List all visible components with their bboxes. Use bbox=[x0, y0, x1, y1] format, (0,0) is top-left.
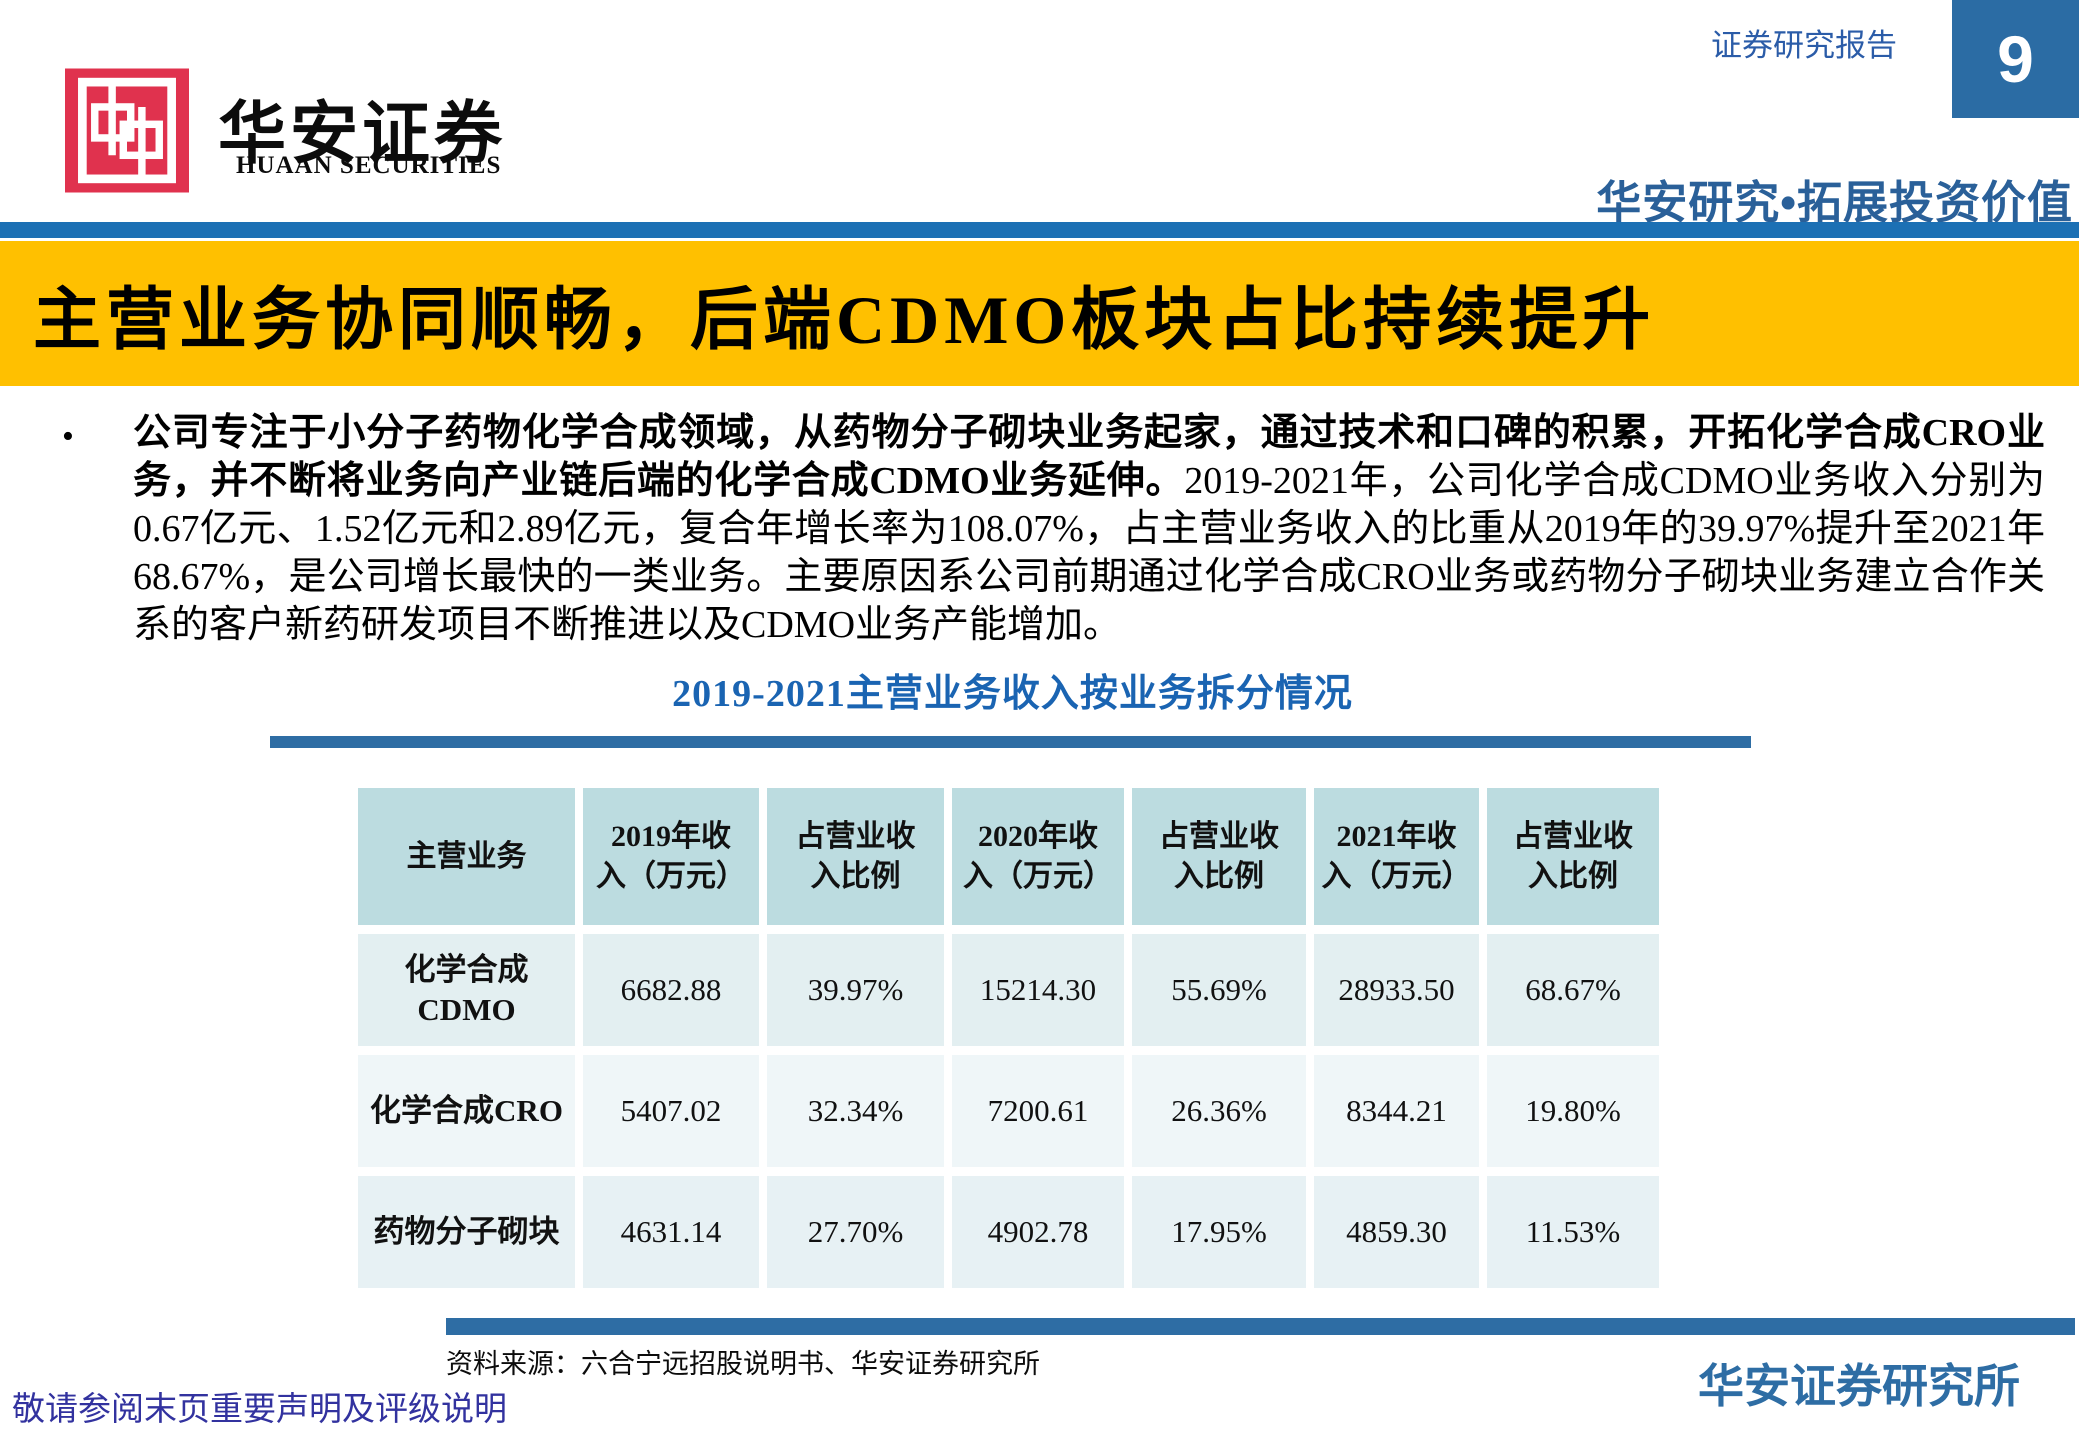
brand-slogan: 华安研究•拓展投资价值 bbox=[1596, 177, 2073, 228]
table-cell: 7200.61 bbox=[952, 1055, 1124, 1167]
table-title-rule bbox=[270, 736, 1751, 748]
table-cell: 17.95% bbox=[1132, 1176, 1306, 1288]
brand-name-english: HUAAN SECURITIES bbox=[236, 152, 502, 179]
column-header: 占营业收 入比例 bbox=[1487, 788, 1659, 925]
source-note: 资料来源：六合宁远招股说明书、华安证券研究所 bbox=[446, 1349, 1040, 1379]
footer-institute: 华安证券研究所 bbox=[1698, 1360, 2020, 1412]
column-header: 占营业收 入比例 bbox=[1132, 788, 1306, 925]
page-number: 9 bbox=[1997, 22, 2034, 96]
table-bottom-rule bbox=[446, 1318, 2075, 1335]
report-type-label: 证券研究报告 bbox=[1711, 28, 1897, 63]
table-cell: 28933.50 bbox=[1314, 934, 1479, 1046]
header-divider-band bbox=[0, 222, 2079, 238]
table-cell: 4859.30 bbox=[1314, 1176, 1479, 1288]
column-header: 2019年收 入（万元） bbox=[583, 788, 759, 925]
bullet-marker: • bbox=[62, 418, 74, 455]
paragraph-lead-bold: 公司专注于小分子药物化学合成领域，从药物分子砌块业务起家，通过技术和口碑的积累，… bbox=[133, 412, 2045, 502]
table-cell: 32.34% bbox=[767, 1055, 944, 1167]
table-cell: 11.53% bbox=[1487, 1176, 1659, 1288]
column-header: 2020年收 入（万元） bbox=[952, 788, 1124, 925]
table-cell: 26.36% bbox=[1132, 1055, 1306, 1167]
row-label: 化学合成CRO bbox=[358, 1055, 575, 1167]
table-cell: 6682.88 bbox=[583, 934, 759, 1046]
table-cell: 27.70% bbox=[767, 1176, 944, 1288]
table-cell: 55.69% bbox=[1132, 934, 1306, 1046]
row-label: 药物分子砌块 bbox=[358, 1176, 575, 1288]
row-label: 化学合成 CDMO bbox=[358, 934, 575, 1046]
table-cell: 8344.21 bbox=[1314, 1055, 1479, 1167]
table-cell: 4902.78 bbox=[952, 1176, 1124, 1288]
brand-name-chinese: 华安证券 bbox=[218, 94, 507, 174]
column-header: 2021年收 入（万元） bbox=[1314, 788, 1479, 925]
table-cell: 4631.14 bbox=[583, 1176, 759, 1288]
table-cell: 15214.30 bbox=[952, 934, 1124, 1046]
column-header: 占营业收 入比例 bbox=[767, 788, 944, 925]
slide-title: 主营业务协同顺畅，后端CDMO板块占比持续提升 bbox=[33, 282, 1656, 358]
table-title: 2019-2021主营业务收入按业务拆分情况 bbox=[672, 673, 1353, 715]
body-paragraph: 公司专注于小分子药物化学合成领域，从药物分子砌块业务起家，通过技术和口碑的积累，… bbox=[133, 409, 2045, 649]
paragraph-rest: 2019-2021年，公司化学合成CDMO业务收入分别为0.67亿元、1.52亿… bbox=[133, 460, 2045, 646]
table-cell: 19.80% bbox=[1487, 1055, 1659, 1167]
revenue-split-table: 主营业务 2019年收 入（万元） 占营业收 入比例 2020年收 入（万元） … bbox=[358, 788, 1659, 1288]
table-cell: 39.97% bbox=[767, 934, 944, 1046]
huaan-logo-icon bbox=[65, 68, 189, 193]
table-cell: 5407.02 bbox=[583, 1055, 759, 1167]
table-cell: 68.67% bbox=[1487, 934, 1659, 1046]
slide-title-bar: 主营业务协同顺畅，后端CDMO板块占比持续提升 bbox=[0, 241, 2079, 386]
column-header: 主营业务 bbox=[358, 788, 575, 925]
page-number-badge: 9 bbox=[1952, 0, 2079, 118]
footer-disclaimer: 敬请参阅末页重要声明及评级说明 bbox=[12, 1392, 507, 1428]
